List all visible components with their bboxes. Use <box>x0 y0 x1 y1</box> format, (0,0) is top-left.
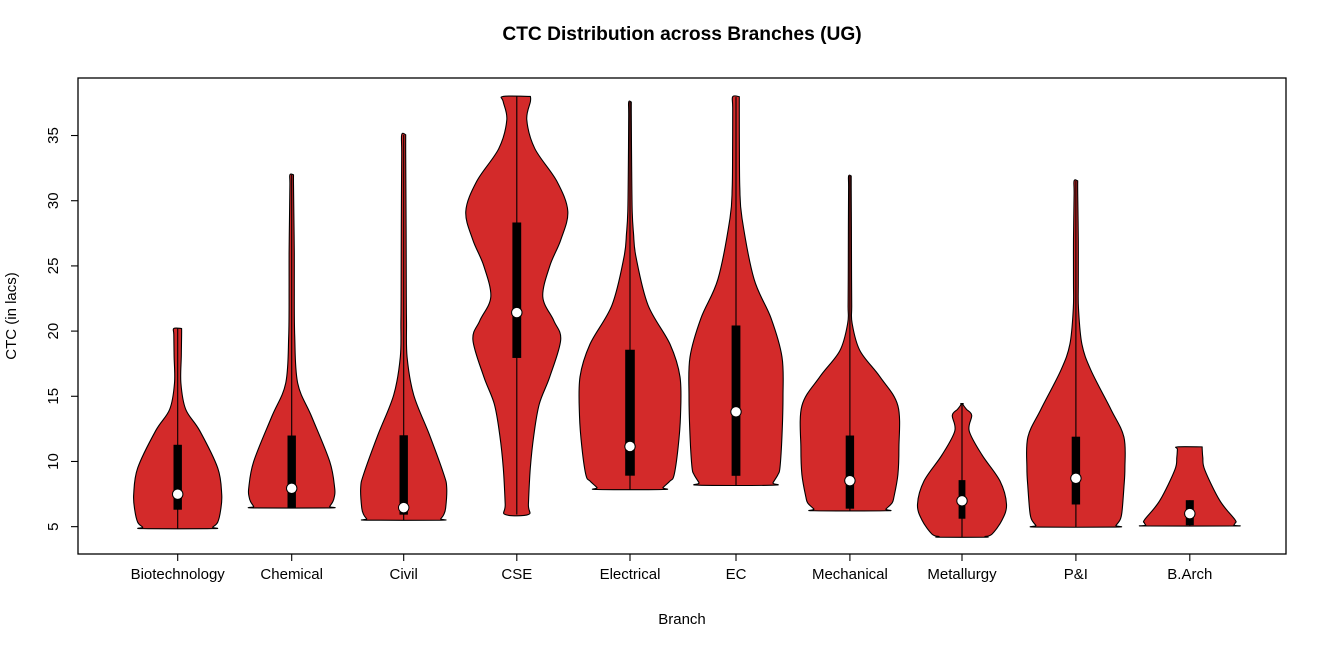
svg-text:Civil: Civil <box>390 566 418 583</box>
svg-text:Electrical: Electrical <box>600 566 661 583</box>
svg-text:CTC Distribution across Branch: CTC Distribution across Branches (UG) <box>502 24 861 45</box>
svg-text:10: 10 <box>45 453 62 470</box>
svg-text:Chemical: Chemical <box>260 566 323 583</box>
svg-text:35: 35 <box>45 127 62 144</box>
svg-text:B.Arch: B.Arch <box>1167 566 1212 583</box>
svg-text:CTC (in lacs): CTC (in lacs) <box>3 272 20 360</box>
svg-text:Mechanical: Mechanical <box>812 566 888 583</box>
svg-text:Metallurgy: Metallurgy <box>927 566 997 583</box>
svg-text:20: 20 <box>45 323 62 340</box>
svg-text:30: 30 <box>45 192 62 209</box>
svg-text:CSE: CSE <box>501 566 532 583</box>
svg-text:EC: EC <box>726 566 747 583</box>
svg-text:15: 15 <box>45 388 62 405</box>
svg-text:Branch: Branch <box>658 611 706 628</box>
svg-text:Biotechnology: Biotechnology <box>131 566 226 583</box>
svg-text:P&I: P&I <box>1064 566 1088 583</box>
svg-text:5: 5 <box>45 522 62 530</box>
svg-text:25: 25 <box>45 258 62 275</box>
